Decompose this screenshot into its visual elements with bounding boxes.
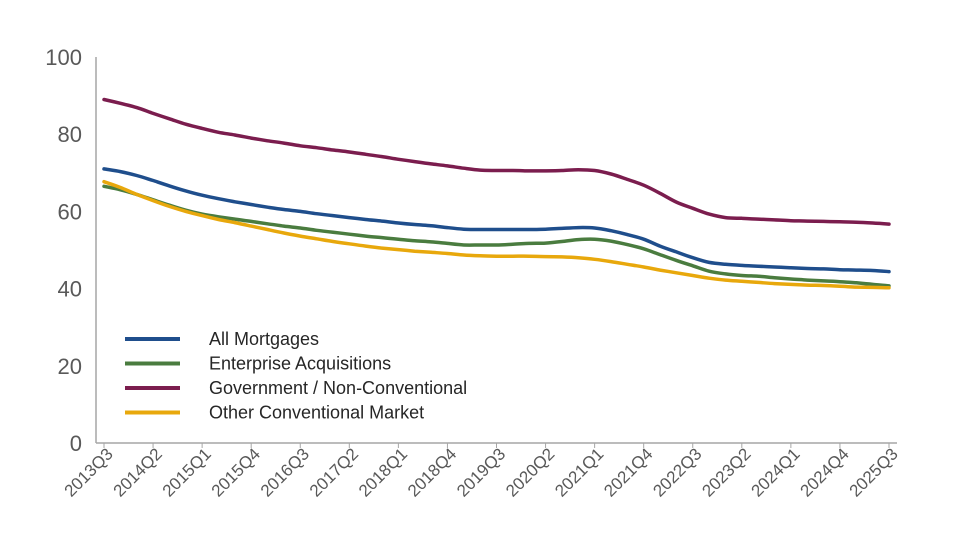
y-tick-label: 20	[58, 354, 82, 379]
x-tick-label: 2018Q1	[355, 444, 411, 500]
legend-label-government-non-conventional: Government / Non-Conventional	[209, 378, 467, 398]
series-line-other-conventional-market	[102, 179, 891, 290]
x-tick-label: 2014Q2	[110, 444, 166, 500]
legend-label-all-mortgages: All Mortgages	[209, 329, 319, 349]
x-tick-label: 2024Q4	[797, 444, 853, 500]
x-tick-label: 2015Q4	[208, 444, 264, 500]
legend-label-other-conventional-market: Other Conventional Market	[209, 403, 424, 423]
x-tick-label: 2019Q3	[453, 444, 509, 500]
x-tick-label: 2020Q2	[502, 444, 558, 500]
y-tick-label: 60	[58, 199, 82, 224]
x-tick-label: 2015Q1	[159, 444, 215, 500]
x-tick-label: 2022Q3	[649, 444, 705, 500]
y-tick-label: 0	[70, 431, 82, 456]
x-axis: 2013Q32014Q22015Q12015Q42016Q32017Q22018…	[61, 442, 902, 501]
y-axis: 0 20 40 60 80 100	[45, 45, 97, 456]
series-line-government-non-conventional	[102, 97, 891, 226]
x-tick-label: 2017Q2	[306, 444, 362, 500]
x-tick-label: 2023Q2	[698, 444, 754, 500]
x-tick-label: 2021Q4	[600, 444, 656, 500]
legend-label-enterprise-acquisitions: Enterprise Acquisitions	[209, 354, 391, 374]
legend: All Mortgages Enterprise Acquisitions Gove…	[125, 329, 467, 423]
y-tick-label: 100	[45, 45, 82, 70]
series-line-all-mortgages	[102, 167, 891, 274]
y-tick-label: 40	[58, 277, 82, 302]
x-tick-label: 2021Q1	[551, 444, 607, 500]
x-tick-label: 2024Q1	[747, 444, 803, 500]
series-line-enterprise-acquisitions	[102, 184, 891, 288]
x-tick-label: 2018Q4	[404, 444, 460, 500]
y-tick-label: 80	[58, 122, 82, 147]
x-tick-label: 2025Q3	[846, 444, 902, 500]
x-tick-label: 2016Q3	[257, 444, 313, 500]
series-layer	[102, 97, 891, 290]
